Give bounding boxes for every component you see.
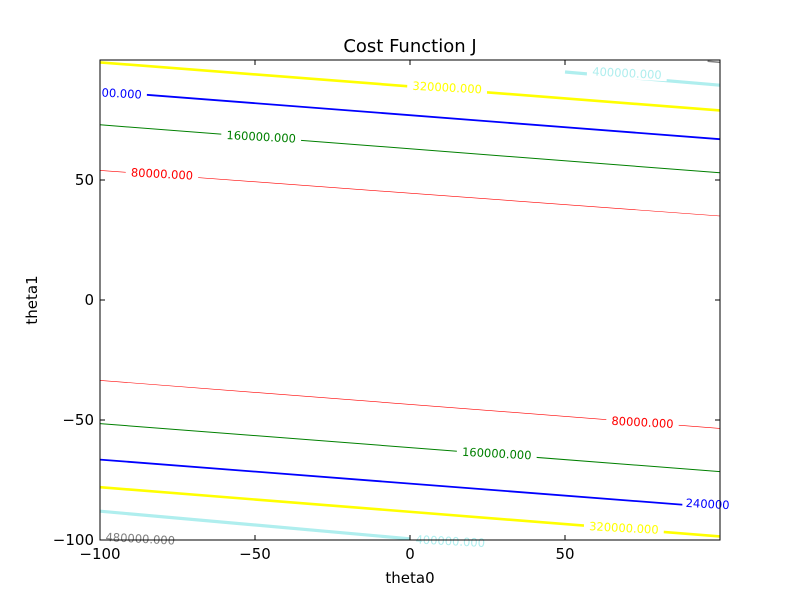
contour-label-160000-2: 160000.000 xyxy=(462,445,532,463)
contour-label-320000-1: 320000.000 xyxy=(412,79,482,97)
contour-label-80000-2: 80000.000 xyxy=(611,414,674,431)
chart-title: Cost Function J xyxy=(343,36,476,57)
contour-labels: 80000.000 80000.000 160000.000 160000.000 00… xyxy=(96,63,734,550)
contour-label-bg xyxy=(456,443,538,462)
contour-label-400000-1: 400000.000 xyxy=(592,64,662,82)
contour-label-80000-1: 80000.000 xyxy=(131,165,194,182)
y-tick-label: −100 xyxy=(53,531,94,549)
contour-label-bg xyxy=(220,126,302,145)
contour-label-bg xyxy=(125,164,199,182)
contour-line-160000-2 xyxy=(100,423,720,473)
x-tick-label: −50 xyxy=(239,545,271,563)
contour-line-400000-2 xyxy=(100,509,411,540)
contour-line-240000-2 xyxy=(100,458,720,509)
y-tick-label: 0 xyxy=(84,291,94,309)
x-axis-label: theta0 xyxy=(385,569,434,587)
x-tick-label: 0 xyxy=(405,545,415,563)
contour-label-320000-2: 320000.000 xyxy=(589,519,659,537)
contour-label-160000-1: 160000.000 xyxy=(226,128,296,146)
contour-line-240000-1 xyxy=(100,90,720,141)
y-tick-label: −50 xyxy=(62,411,94,429)
contour-line-480000-1 xyxy=(707,60,720,64)
contour-label-bg xyxy=(100,528,181,547)
contour-label-bg xyxy=(406,77,488,96)
contour-label-480000-1: 480000.000 xyxy=(105,530,175,548)
x-tick-label: −100 xyxy=(79,545,120,563)
x-axis-ticks: −100 −50 0 50 xyxy=(79,60,575,563)
y-tick-label: 50 xyxy=(75,171,94,189)
contour-label-240000-1: 00.000 xyxy=(101,86,142,102)
contour-label-bg xyxy=(605,412,680,431)
contour-label-bg xyxy=(96,84,148,101)
contour-line-80000-1 xyxy=(100,170,720,217)
y-axis-label: theta1 xyxy=(23,275,41,324)
contour-line-160000-1 xyxy=(100,124,720,174)
contour-label-bg xyxy=(586,63,668,82)
contour-label-400000-2: 400000.000 xyxy=(415,532,485,550)
x-tick-label: 50 xyxy=(555,545,574,563)
contour-label-240000-2: 240000 xyxy=(685,496,730,512)
y-axis-ticks: −100 −50 0 50 xyxy=(53,171,720,549)
contour-label-bg xyxy=(583,517,665,537)
